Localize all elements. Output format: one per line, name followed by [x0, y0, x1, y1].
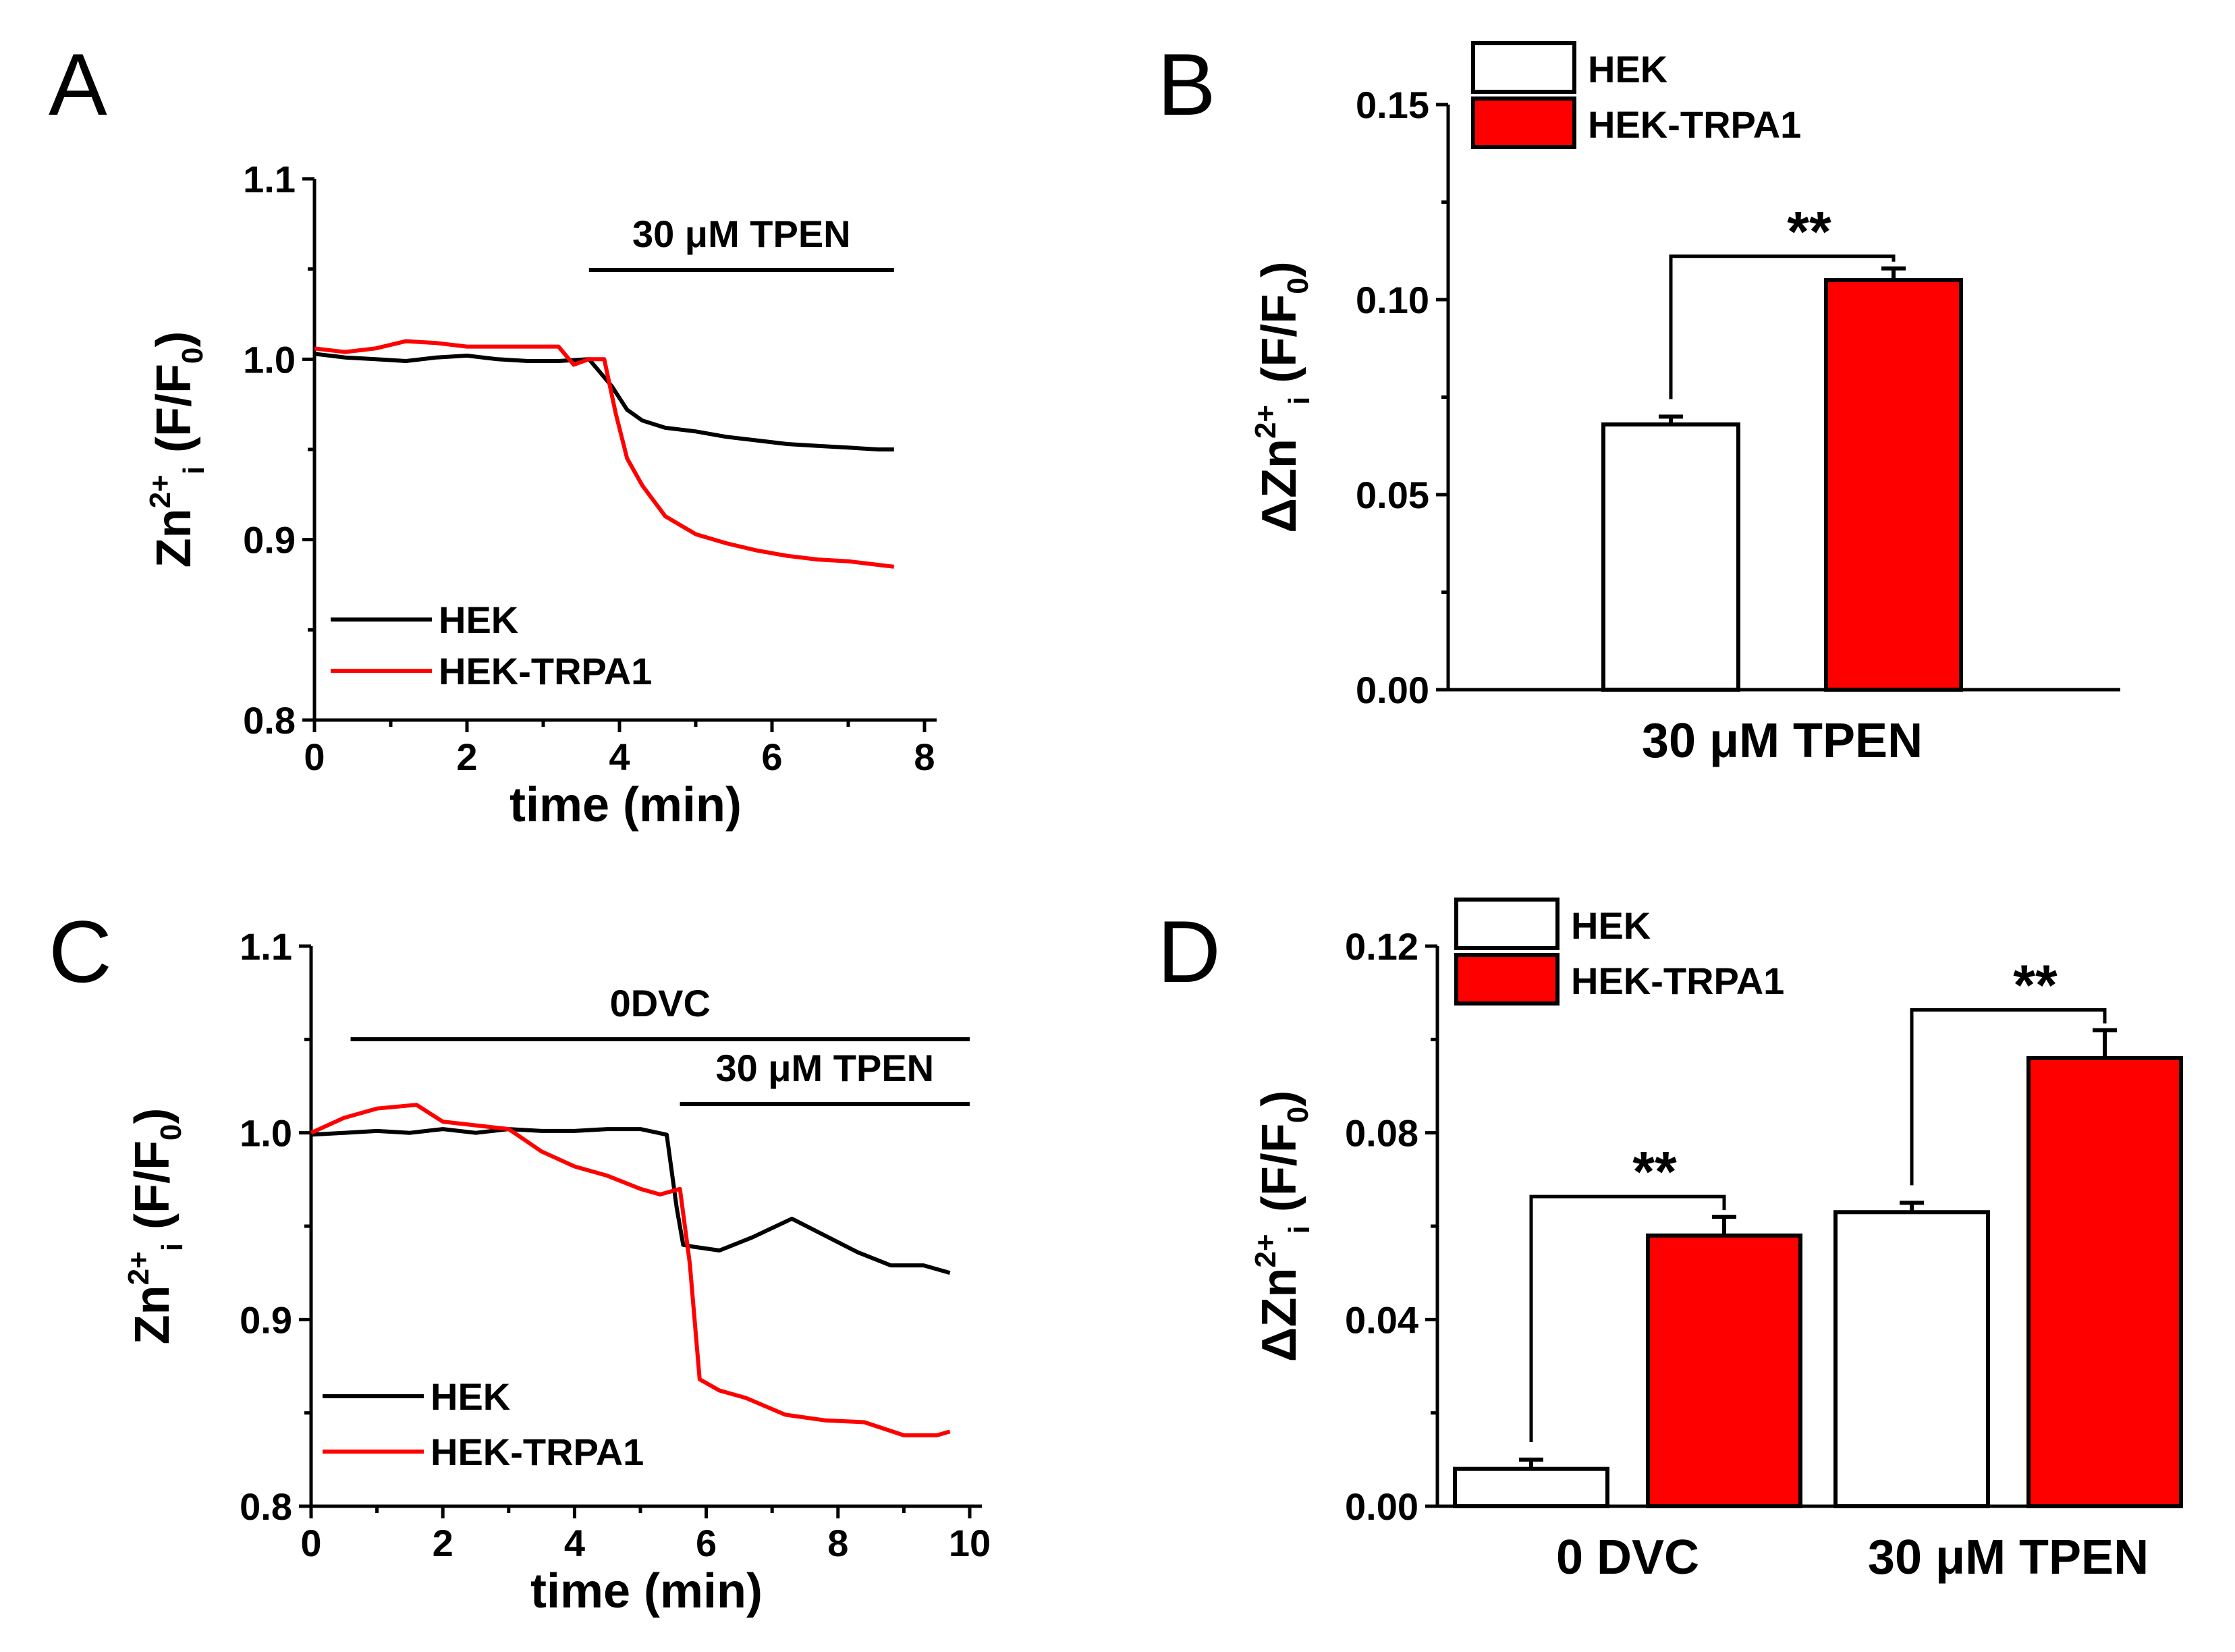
annotation-label: 30 μM TPEN — [632, 213, 851, 255]
legend-label: HEK-TRPA1 — [439, 650, 652, 692]
y-tick-label: 0.9 — [240, 1298, 292, 1341]
y-axis-title-text: Zn2+i (F/F0) — [122, 1108, 189, 1345]
x-tick-label: 8 — [827, 1522, 848, 1564]
x-category-label: 30 μM TPEN — [1642, 714, 1923, 768]
bar-hek — [1601, 422, 1740, 692]
y-tick-label: 0.9 — [243, 519, 296, 561]
panel-letter-C: C — [49, 902, 112, 1001]
legend-label: HEK-TRPA1 — [1588, 103, 1801, 146]
legend-swatch — [1454, 898, 1560, 950]
y-axis-title-text: Zn2+i (F/F0) — [144, 331, 211, 568]
bar-hek-trpa1 — [2026, 1056, 2183, 1508]
panel-letter-D: D — [1157, 902, 1221, 1001]
panel-letter-A: A — [49, 35, 107, 134]
significance-label: ** — [1632, 1140, 1677, 1203]
legend-label: HEK-TRPA1 — [1571, 960, 1784, 1002]
series-line-hek-trpa1 — [314, 339, 895, 569]
legend-label: HEK — [431, 1375, 510, 1418]
significance-bracket — [1669, 254, 1896, 400]
significance-bracket — [1910, 1008, 2107, 1186]
y-tick-label: 0.00 — [1345, 1485, 1418, 1528]
legend-swatch — [1471, 97, 1576, 149]
legend-label: HEK-TRPA1 — [431, 1431, 644, 1473]
x-tick-label: 0 — [304, 736, 325, 778]
series-line-hek — [314, 352, 894, 451]
bar-hek — [1453, 1466, 1609, 1509]
y-tick-label: 0.12 — [1345, 925, 1418, 968]
annotation-label: 30 μM TPEN — [715, 1047, 934, 1089]
legend-label: HEK — [1571, 904, 1651, 947]
y-axis-title-text: ΔZn2+i (F/F0) — [1249, 1091, 1316, 1362]
bar-hek-trpa1 — [1646, 1233, 1802, 1509]
x-axis-title: time (min) — [509, 778, 742, 832]
y-tick-label: 1.1 — [243, 158, 296, 200]
y-axis-title-C: Zn2+i (F/F0) — [122, 1108, 189, 1345]
y-tick-label: 1.0 — [240, 1112, 292, 1155]
legend-label: HEK — [1588, 48, 1667, 90]
y-tick-label: 1.1 — [240, 925, 292, 968]
annotation-label: 0DVC — [610, 982, 711, 1024]
y-tick-label: 0.04 — [1345, 1298, 1418, 1341]
x-tick-label: 0 — [300, 1522, 321, 1564]
panel-A: A 0.8 0.9 1.0 1.1 0 2 4 6 8 time (min) 30 μM TPEN HE… — [49, 35, 937, 832]
y-tick-label: 1.0 — [243, 338, 296, 381]
panel-B: B 0.00 0.05 0.10 0.15 ** 30 μM TPEN HEK HEK-TRPA… — [1157, 35, 2120, 768]
y-tick-label: 0.10 — [1356, 279, 1429, 321]
y-axis-title-A: Zn2+i (F/F0) — [144, 331, 211, 568]
y-tick-label: 0.05 — [1356, 474, 1429, 516]
x-tick-label: 8 — [914, 736, 935, 778]
x-tick-label: 6 — [696, 1522, 717, 1564]
legend-label: HEK — [439, 599, 518, 641]
x-category-label: 0 DVC — [1556, 1531, 1699, 1585]
y-tick-label: 0.15 — [1356, 84, 1429, 126]
panel-letter-B: B — [1157, 35, 1216, 134]
y-axis-title-B: ΔZn2+i (F/F0) — [1249, 261, 1316, 533]
y-axis-title-text: ΔZn2+i (F/F0) — [1249, 261, 1316, 533]
x-tick-label: 4 — [609, 736, 630, 778]
y-axis-title-D: ΔZn2+i (F/F0) — [1249, 1091, 1316, 1362]
series-line-hek — [310, 1127, 951, 1275]
bar-hek-trpa1 — [1824, 278, 1963, 692]
legend-swatch — [1454, 953, 1560, 1006]
significance-label: ** — [1787, 200, 1831, 263]
x-tick-label: 2 — [433, 1522, 453, 1564]
legend-swatch — [1471, 41, 1576, 94]
x-tick-label: 6 — [761, 736, 782, 778]
y-tick-label: 0.00 — [1356, 669, 1429, 711]
significance-label: ** — [2013, 954, 2058, 1017]
x-category-label: 30 μM TPEN — [1868, 1531, 2149, 1585]
x-tick-label: 2 — [456, 736, 477, 778]
significance-bracket — [1529, 1194, 1726, 1442]
x-tick-label: 4 — [564, 1522, 585, 1564]
panel-D: D 0.00 0.04 0.08 0.12 ** 0 DVC ** 30 μM TPEN HEK H… — [1157, 898, 2183, 1585]
y-tick-label: 0.8 — [243, 699, 296, 742]
y-tick-label: 0.8 — [240, 1485, 292, 1528]
y-tick-label: 0.08 — [1345, 1112, 1418, 1155]
series-line-hek-trpa1 — [310, 1103, 951, 1437]
x-axis-title: time (min) — [530, 1564, 763, 1618]
x-tick-label: 10 — [949, 1522, 991, 1564]
bar-hek — [1833, 1210, 1990, 1508]
